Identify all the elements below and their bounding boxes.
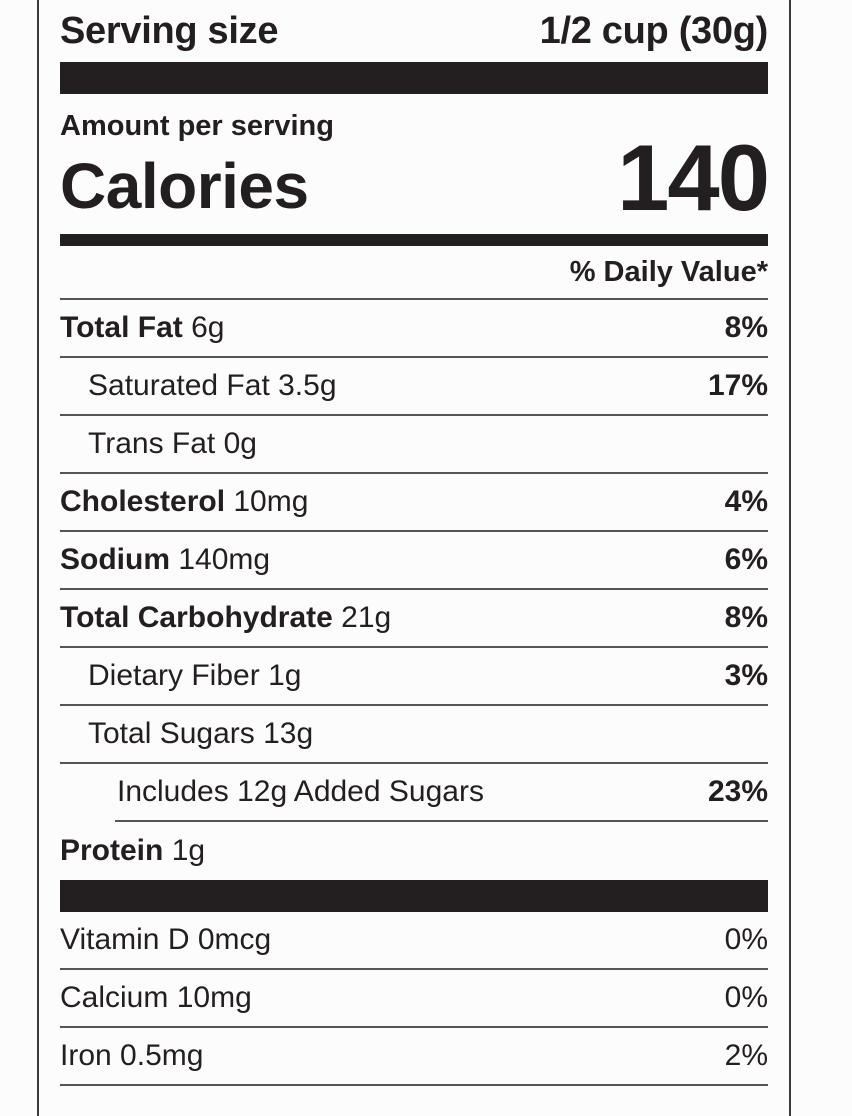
nutrient-row-trans-fat: Trans Fat 0g xyxy=(60,416,768,474)
nutrient-row-dietary-fiber: Dietary Fiber 1g 3% xyxy=(60,648,768,706)
nutrient-amount: 0g xyxy=(223,427,257,460)
vitamin-amount: 10mg xyxy=(176,981,252,1014)
nutrient-dv: 4% xyxy=(724,485,768,518)
thick-divider xyxy=(60,62,768,94)
nutrient-row-sodium: Sodium 140mg 6% xyxy=(60,532,768,590)
nutrient-row-added-sugars: Includes 12g Added Sugars 23% xyxy=(115,764,768,822)
vitamin-name: Calcium xyxy=(60,981,169,1014)
nutrient-dv: 23% xyxy=(707,775,768,808)
vitamin-amount: 0.5mg xyxy=(120,1039,204,1072)
nutrient-amount: 21g xyxy=(341,601,392,634)
nutrient-amount: 1g xyxy=(268,659,302,692)
nutrient-name: Total Sugars xyxy=(88,717,255,750)
vitamin-dv: 0% xyxy=(724,981,768,1014)
calories-section: Amount per serving Calories 140 xyxy=(60,94,770,234)
nutrient-name: Cholesterol xyxy=(60,485,226,518)
nutrient-amount: 13g xyxy=(263,717,314,750)
nutrient-row-total-sugars: Total Sugars 13g xyxy=(60,706,768,764)
nutrient-row-cholesterol: Cholesterol 10mg 4% xyxy=(60,474,768,532)
nutrient-name: Protein xyxy=(60,834,164,867)
vitamin-name: Vitamin D xyxy=(60,923,190,956)
nutrition-facts-label: Serving size 1/2 cup (30g) Amount per se… xyxy=(60,0,770,1086)
nutrient-name: Total Carbohydrate xyxy=(60,601,333,634)
calories-label: Calories xyxy=(60,150,309,222)
amount-per-serving: Amount per serving xyxy=(60,110,334,142)
nutrient-dv: 17% xyxy=(707,369,768,402)
nutrient-amount: 6g xyxy=(191,311,225,344)
nutrient-dv: 3% xyxy=(724,659,768,692)
nutrient-dv: 8% xyxy=(724,311,768,344)
nutrient-amount: 1g xyxy=(171,834,206,867)
nutrient-amount: 3.5g xyxy=(278,369,337,402)
nutrient-row-total-fat: Total Fat 6g 8% xyxy=(60,300,768,358)
nutrient-amount: 140mg xyxy=(178,543,271,576)
vitamin-row-calcium: Calcium 10mg 0% xyxy=(60,970,768,1028)
vitamin-row-vitamin-d: Vitamin D 0mcg 0% xyxy=(60,912,768,970)
daily-value-header: % Daily Value* xyxy=(60,246,768,300)
vitamin-amount: 0mcg xyxy=(197,923,272,956)
label-frame xyxy=(37,0,791,1116)
nutrient-amount: 10mg xyxy=(233,485,309,518)
nutrient-name: Total Fat xyxy=(60,311,183,344)
medium-divider xyxy=(60,234,768,246)
nutrient-row-saturated-fat: Saturated Fat 3.5g 17% xyxy=(60,358,768,416)
vitamin-dv: 2% xyxy=(724,1039,768,1072)
nutrient-name: Sodium xyxy=(60,543,170,576)
serving-size-row: Serving size 1/2 cup (30g) xyxy=(60,0,768,62)
nutrient-name: Dietary Fiber xyxy=(88,659,260,692)
vitamin-row-iron: Iron 0.5mg 2% xyxy=(60,1028,768,1086)
thick-divider xyxy=(60,880,768,912)
calories-value: 140 xyxy=(617,125,770,230)
serving-size-value: 1/2 cup (30g) xyxy=(539,9,769,52)
serving-size-label: Serving size xyxy=(60,9,279,52)
nutrient-row-total-carbohydrate: Total Carbohydrate 21g 8% xyxy=(60,590,768,648)
nutrient-name: Saturated Fat xyxy=(88,369,270,402)
vitamin-name: Iron xyxy=(60,1039,112,1072)
nutrient-row-protein: Protein 1g xyxy=(60,822,768,880)
nutrient-name: Trans Fat xyxy=(88,427,216,460)
nutrient-name: Includes 12g Added Sugars xyxy=(117,775,484,808)
vitamin-dv: 0% xyxy=(724,923,768,956)
nutrient-dv: 6% xyxy=(724,543,768,576)
nutrient-dv: 8% xyxy=(724,601,768,634)
